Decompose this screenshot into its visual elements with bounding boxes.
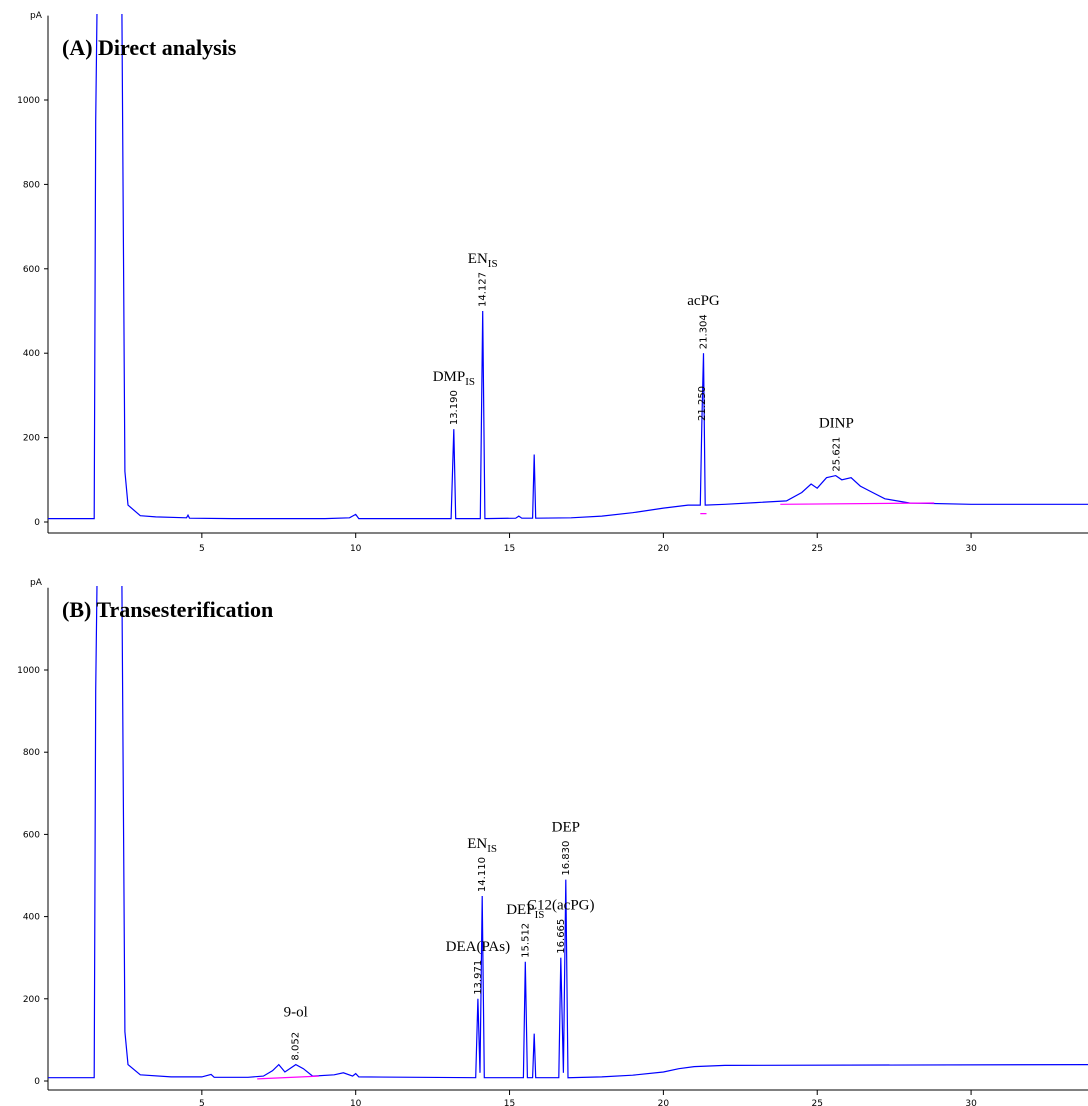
y-tick-label: 800 (23, 180, 40, 190)
retention-time: 13.971 (473, 960, 484, 995)
trace (257, 1075, 319, 1080)
compound-label: acPG (687, 293, 720, 309)
x-tick-label: 10 (350, 544, 362, 554)
compound-name: DMP (433, 369, 466, 385)
y-tick-label: 600 (23, 265, 40, 275)
y-tick-label: 0 (34, 1077, 40, 1087)
x-tick-label: 30 (965, 1099, 977, 1106)
y-tick-label: 400 (23, 913, 40, 923)
compound-name: C12(acPG) (527, 898, 595, 914)
y-axis-label: pA (30, 578, 43, 588)
compound-label: DEA(PAs) (446, 939, 510, 955)
x-tick-label: 20 (658, 1099, 670, 1106)
compound-name: DEP (506, 902, 534, 918)
compound-label: DINP (819, 416, 854, 432)
compound-name: 9-ol (284, 1005, 308, 1021)
retention-time: 16.665 (556, 919, 567, 954)
compound-name: EN (468, 251, 488, 267)
retention-time: 13.190 (449, 390, 460, 425)
retention-time: 8.052 (291, 1032, 302, 1061)
x-tick-label: 5 (199, 1099, 205, 1106)
compound-label: DMPIS (433, 369, 475, 388)
retention-time: 16.830 (561, 841, 572, 876)
y-tick-label: 200 (23, 434, 40, 444)
compound-name: DEP (552, 820, 580, 836)
compound-label: C12(acPG) (527, 898, 595, 914)
trace (48, 14, 1088, 520)
panel-title: (A) Direct analysis (62, 35, 237, 60)
x-tick-label: 25 (812, 544, 823, 554)
x-tick-label: 25 (812, 1099, 823, 1106)
retention-time: 21.304 (699, 314, 710, 349)
y-axis-label: pA (30, 11, 43, 21)
x-tick-label: 15 (504, 1099, 515, 1106)
y-tick-label: 400 (23, 349, 40, 359)
x-tick-label: 10 (350, 1099, 362, 1106)
trace (700, 502, 935, 515)
x-tick-label: 5 (199, 544, 205, 554)
compound-label: ENIS (467, 836, 497, 855)
compound-label: DEP (552, 820, 580, 836)
y-tick-label: 0 (34, 518, 40, 528)
compound-label: 9-ol (284, 1005, 308, 1021)
compound-label: ENIS (468, 251, 498, 270)
x-tick-label: 15 (504, 544, 515, 554)
plot-area (48, 586, 1088, 1080)
trace (48, 586, 1088, 1079)
compound-label: DEPIS (506, 902, 544, 921)
y-tick-label: 200 (23, 995, 40, 1005)
panel: pA 0 200 400 600 800 1000 5 10 15 20 25 30 (B) Transe… (17, 578, 1088, 1106)
x-tick-label: 30 (965, 544, 977, 554)
retention-time: 14.110 (477, 857, 488, 892)
y-tick-label: 1000 (17, 666, 40, 676)
y-tick-label: 800 (23, 748, 40, 758)
compound-subscript: IS (465, 376, 475, 388)
compound-name: acPG (687, 293, 720, 309)
plot-area (48, 14, 1088, 520)
retention-time: 14.127 (478, 272, 489, 307)
panel-title: (B) Transesterification (62, 597, 273, 622)
retention-time: 25.621 (831, 437, 842, 472)
retention-time: 21.250 (697, 386, 708, 421)
compound-subscript: IS (487, 843, 497, 855)
compound-name: DEA(PAs) (446, 939, 510, 955)
compound-subscript: IS (535, 909, 545, 921)
x-tick-label: 20 (658, 544, 670, 554)
panel: pA 0 200 400 600 800 1000 5 10 15 20 25 30 (A) Direct… (17, 11, 1088, 554)
y-tick-label: 1000 (17, 96, 40, 106)
compound-name: EN (467, 836, 487, 852)
retention-time: 15.512 (520, 923, 531, 958)
y-tick-label: 600 (23, 830, 40, 840)
compound-subscript: IS (488, 258, 498, 270)
compound-name: DINP (819, 416, 854, 432)
